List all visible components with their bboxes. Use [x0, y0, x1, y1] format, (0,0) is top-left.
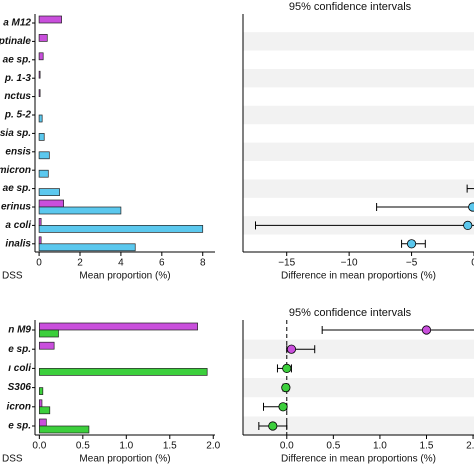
- category-label: a coli: [5, 220, 31, 231]
- x-tick-label: 2: [77, 258, 83, 269]
- row-band: [243, 339, 474, 359]
- bar: [38, 341, 55, 350]
- category-label: ae sp.: [3, 183, 31, 194]
- ci-point: [286, 344, 297, 354]
- x-axis-label: Mean proportion (%): [79, 271, 170, 282]
- x-tick-label: 4: [118, 258, 124, 269]
- x-tick-label: 0: [36, 258, 42, 269]
- x-tick-label: 2.0: [206, 441, 220, 452]
- category-label: sia sp.: [0, 128, 31, 139]
- row-band: [243, 416, 474, 436]
- category-label: ensis: [5, 146, 31, 157]
- category-label: nctus: [4, 91, 31, 102]
- row-band: [243, 105, 474, 125]
- x-tick-label: 0.0: [280, 441, 294, 452]
- x-axis-label: Difference in mean proportions (%): [281, 454, 436, 465]
- bar: [38, 225, 204, 233]
- bar: [38, 151, 50, 160]
- x-tick-label: 1.5: [420, 441, 434, 452]
- ci-point: [468, 202, 474, 212]
- ci-point: [406, 239, 417, 249]
- x-tick-label: 0.0: [32, 441, 46, 452]
- legend-label: DSS: [2, 454, 23, 465]
- ci-point: [281, 382, 291, 393]
- x-tick-label: 1.5: [163, 441, 177, 452]
- bar: [38, 169, 49, 178]
- bar: [38, 418, 47, 427]
- bar: [38, 218, 42, 226]
- category-label: S306: [8, 382, 32, 393]
- x-tick-label: 8: [200, 258, 206, 269]
- chart-title: 95% confidence intervals: [289, 1, 412, 13]
- bar: [38, 188, 60, 196]
- x-tick-label: 2.0: [466, 441, 474, 452]
- row-band: [243, 142, 474, 161]
- x-tick-label: 0: [471, 258, 474, 269]
- x-axis-label: Difference in mean proportions (%): [281, 271, 436, 282]
- x-tick-label: −5: [406, 258, 418, 269]
- bar: [38, 368, 208, 376]
- x-axis-label: Mean proportion (%): [79, 454, 170, 465]
- ci-point: [268, 421, 278, 431]
- bar: [38, 199, 64, 208]
- x-tick-label: −10: [341, 258, 358, 269]
- x-tick-label: 0.5: [326, 441, 340, 452]
- bar: [38, 114, 43, 123]
- category-label: erinus: [1, 202, 31, 213]
- x-tick-label: 1.0: [119, 441, 133, 452]
- category-label: micron: [0, 165, 31, 176]
- bar: [38, 329, 59, 338]
- bar: [38, 70, 41, 79]
- ci-point: [282, 363, 292, 373]
- bar: [38, 387, 44, 395]
- x-tick-label: 0.5: [76, 441, 90, 452]
- category-label: ı coli: [8, 363, 31, 374]
- category-label: e sp.: [8, 421, 31, 432]
- category-label: ptinale: [0, 36, 31, 47]
- bar: [38, 52, 44, 61]
- bar: [38, 89, 41, 97]
- x-tick-label: 6: [159, 258, 165, 269]
- category-label: a M12: [3, 18, 31, 29]
- bar: [38, 322, 198, 331]
- category-label: e sp.: [8, 344, 31, 355]
- row-band: [243, 69, 474, 88]
- legend-label: DSS: [2, 271, 23, 282]
- row-band: [243, 32, 474, 51]
- bar: [38, 206, 122, 215]
- category-label: icron: [7, 401, 31, 412]
- bar: [38, 34, 48, 42]
- x-tick-label: 1.0: [373, 441, 387, 452]
- ci-point: [421, 325, 432, 335]
- bar: [38, 133, 45, 141]
- bar: [38, 399, 43, 408]
- chart-title: 95% confidence intervals: [289, 307, 412, 319]
- bar: [38, 243, 136, 252]
- category-label: ae sp.: [3, 54, 31, 65]
- x-tick-label: −15: [278, 258, 295, 269]
- ci-point: [278, 402, 288, 412]
- category-label: p. 1-3: [4, 73, 32, 84]
- bar: [38, 15, 62, 24]
- bar: [38, 406, 51, 415]
- category-label: n M9: [8, 325, 31, 336]
- row-band: [243, 378, 474, 398]
- row-band: [243, 179, 474, 198]
- ci-point: [463, 220, 473, 230]
- category-label: p. 5-2: [4, 110, 32, 121]
- bar: [38, 236, 42, 245]
- category-label: inalis: [5, 238, 31, 249]
- bar: [38, 425, 90, 434]
